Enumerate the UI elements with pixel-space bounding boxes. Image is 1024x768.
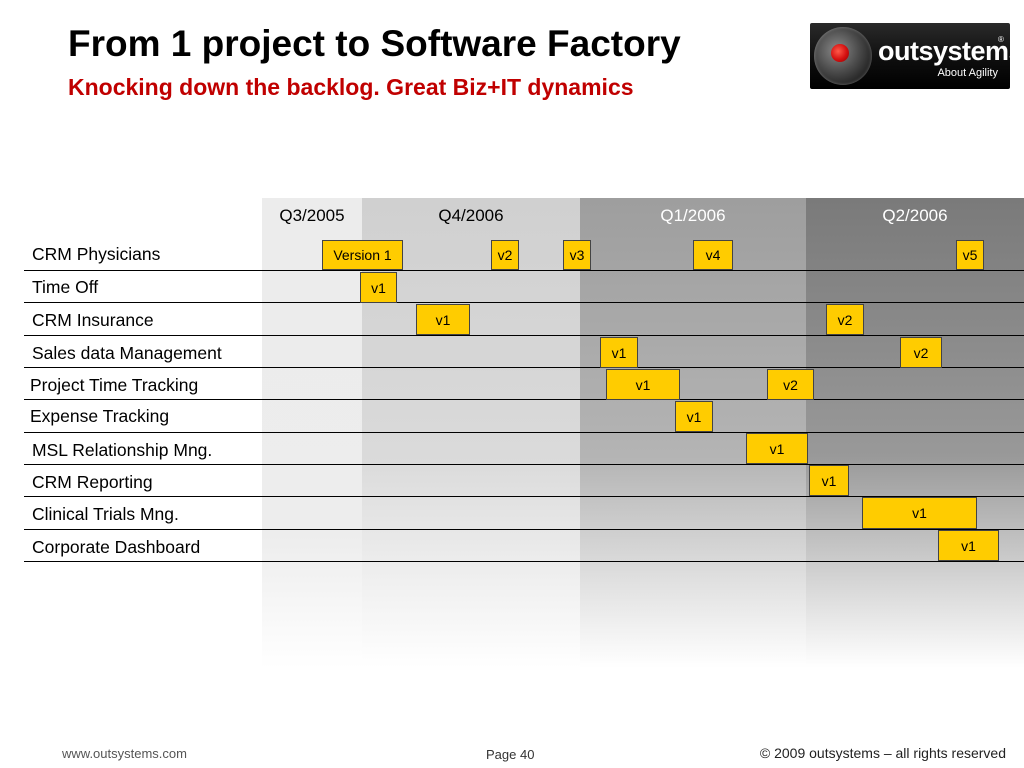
quarter-label: Q2/2006: [882, 206, 948, 225]
project-label-msl-relationship: MSL Relationship Mng.: [32, 440, 213, 460]
quarter-column-q2-2006: Q2/2006: [806, 198, 1024, 668]
release-bar: v1: [675, 401, 713, 432]
release-bar: v1: [862, 497, 977, 529]
release-bar: v4: [693, 240, 733, 270]
row-divider: [24, 399, 1024, 400]
quarter-column-q3-2005: Q3/2005: [262, 198, 362, 668]
release-bar: v1: [360, 272, 397, 303]
footer-page-number: Page 40: [486, 747, 535, 762]
logo-wordmark: outsystems: [878, 36, 1010, 66]
release-bar: v1: [606, 369, 680, 400]
release-bar: v2: [826, 304, 864, 335]
quarter-label: Q4/2006: [438, 206, 504, 225]
row-divider: [24, 367, 1024, 368]
footer-copyright: © 2009 outsystems – all rights reserved: [759, 745, 1006, 761]
row-divider: [24, 496, 1024, 497]
slide-title: From 1 project to Software Factory: [68, 23, 681, 64]
release-bar: Version 1: [322, 240, 403, 270]
logo-tagline: About Agility: [937, 67, 998, 79]
release-bar: v2: [767, 369, 814, 400]
slide-subtitle: Knocking down the backlog. Great Biz+IT …: [68, 74, 634, 100]
footer-website: www.outsystems.com: [62, 746, 187, 761]
release-bar: v2: [900, 337, 942, 368]
row-divider: [24, 432, 1024, 433]
row-divider: [24, 335, 1024, 336]
project-label-crm-physicians: CRM Physicians: [32, 244, 161, 264]
release-bar: v1: [746, 433, 808, 464]
project-label-clinical-trials: Clinical Trials Mng.: [32, 504, 179, 524]
project-label-expense-tracking: Expense Tracking: [30, 406, 170, 426]
project-label-project-time-tracking: Project Time Tracking: [30, 375, 199, 395]
project-label-crm-reporting: CRM Reporting: [32, 472, 153, 492]
project-label-crm-insurance: CRM Insurance: [32, 310, 154, 330]
release-bar: v1: [938, 530, 999, 561]
project-label-corporate-dashboard: Corporate Dashboard: [32, 537, 201, 557]
row-divider: [24, 529, 1024, 530]
logo-registered-mark: ®: [998, 35, 1004, 44]
release-bar: v5: [956, 240, 984, 270]
release-bar: v3: [563, 240, 591, 270]
row-divider: [24, 270, 1024, 271]
quarter-label: Q3/2005: [279, 206, 345, 225]
quarter-label: Q1/2006: [660, 206, 726, 225]
quarter-column-q4-2006: Q4/2006: [362, 198, 580, 668]
outsystems-logo: outsystems ® About Agility: [810, 23, 1010, 89]
release-bar: v1: [416, 304, 470, 335]
release-bar: v1: [600, 337, 638, 368]
row-divider: [24, 302, 1024, 303]
release-bar: v1: [809, 465, 849, 496]
row-divider: [24, 464, 1024, 465]
project-label-sales-data-management: Sales data Management: [32, 343, 222, 363]
release-bar: v2: [491, 240, 519, 270]
logo-red-dot-icon: [831, 44, 849, 62]
row-divider: [24, 561, 1024, 562]
project-label-time-off: Time Off: [32, 277, 99, 297]
